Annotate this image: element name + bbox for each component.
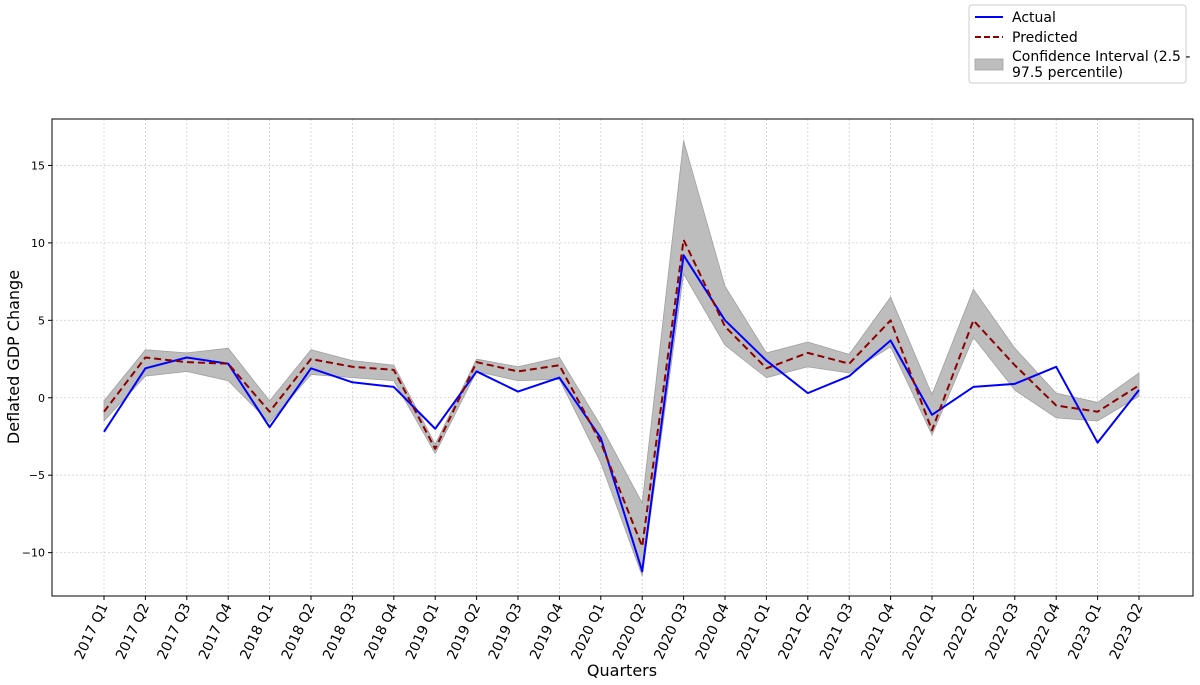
legend-box bbox=[968, 4, 1187, 84]
x-tick-label: 2023 Q1 bbox=[1065, 601, 1105, 662]
y-tick-label: −5 bbox=[29, 469, 45, 482]
y-tick-label: 15 bbox=[31, 159, 45, 172]
legend-ci-swatch bbox=[974, 58, 1004, 71]
x-axis-ticks: 2017 Q1 2017 Q2 2017 Q3 2017 Q4 2018 Q1 2018 … bbox=[72, 596, 1147, 662]
x-tick-label: 2019 Q3 bbox=[486, 601, 526, 662]
grid-lines bbox=[52, 119, 1193, 596]
x-tick-label: 2018 Q4 bbox=[362, 601, 402, 662]
y-axis-label: Deflated GDP Change bbox=[4, 270, 23, 444]
x-tick-label: 2017 Q2 bbox=[113, 601, 153, 662]
x-tick-label: 2021 Q1 bbox=[734, 601, 774, 662]
x-axis-label: Quarters bbox=[587, 661, 657, 680]
legend-ci-label-line2: 97.5 percentile) bbox=[1012, 65, 1123, 81]
x-tick-label: 2022 Q1 bbox=[900, 601, 940, 662]
y-tick-label: −10 bbox=[22, 547, 45, 560]
x-tick-label: 2019 Q2 bbox=[444, 601, 484, 662]
x-tick-label: 2021 Q3 bbox=[817, 601, 857, 662]
x-tick-label: 2020 Q1 bbox=[569, 601, 609, 662]
series-lines-layer bbox=[103, 238, 1140, 573]
x-tick-label: 2019 Q4 bbox=[527, 601, 567, 662]
y-tick-label: 10 bbox=[31, 237, 45, 250]
x-tick-label: 2017 Q1 bbox=[72, 601, 112, 662]
series-line-predicted bbox=[103, 238, 1140, 548]
x-tick-label: 2018 Q2 bbox=[279, 601, 319, 662]
legend-actual-label: Actual bbox=[1012, 10, 1056, 26]
series-line-actual bbox=[103, 254, 1140, 573]
plot-frame bbox=[51, 118, 1194, 597]
x-tick-label: 2022 Q3 bbox=[983, 601, 1023, 662]
x-tick-label: 2017 Q3 bbox=[155, 601, 195, 662]
x-tick-label: 2022 Q2 bbox=[941, 601, 981, 662]
x-tick-label: 2018 Q3 bbox=[320, 601, 360, 662]
y-axis-ticks: −10 −5 0 5 10 15 bbox=[22, 159, 52, 560]
x-tick-label: 2019 Q1 bbox=[403, 601, 443, 662]
x-tick-label: 2017 Q4 bbox=[196, 601, 236, 662]
x-tick-label: 2020 Q4 bbox=[693, 601, 733, 662]
y-tick-label: 5 bbox=[38, 314, 45, 327]
x-tick-label: 2020 Q2 bbox=[610, 601, 650, 662]
x-tick-label: 2021 Q2 bbox=[776, 601, 816, 662]
legend-predicted-label: Predicted bbox=[1012, 30, 1078, 46]
x-tick-label: 2018 Q1 bbox=[237, 601, 277, 662]
legend-ci-label-line1: Confidence Interval (2.5 - bbox=[1012, 49, 1190, 65]
y-tick-label: 0 bbox=[38, 392, 45, 405]
x-tick-label: 2021 Q4 bbox=[858, 601, 898, 662]
x-tick-label: 2020 Q3 bbox=[651, 601, 691, 662]
legend: Actual Predicted Confidence Interval (2.… bbox=[968, 4, 1190, 84]
x-tick-label: 2022 Q4 bbox=[1024, 601, 1064, 662]
x-tick-label: 2023 Q2 bbox=[1107, 601, 1147, 662]
